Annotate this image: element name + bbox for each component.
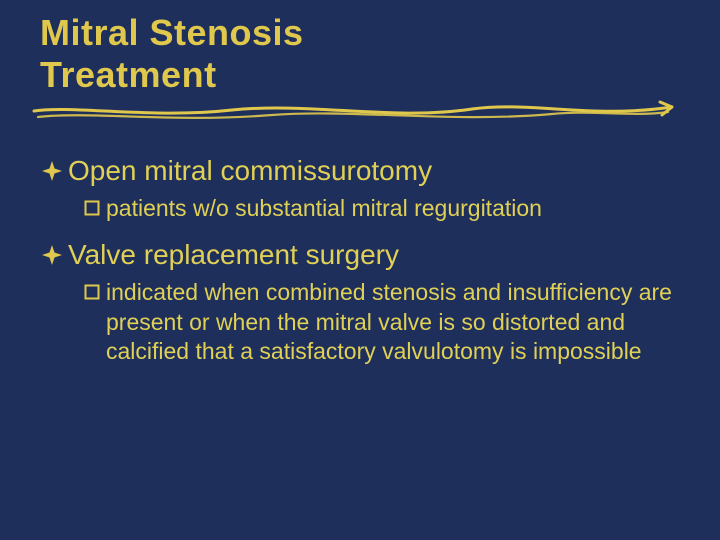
list-item: Valve replacement surgery — [42, 237, 692, 272]
list-item: Open mitral commissurotomy — [42, 153, 692, 188]
sub-list-item: indicated when combined stenosis and ins… — [84, 278, 692, 366]
title-underline — [40, 103, 680, 125]
title-line-2: Treatment — [40, 54, 217, 95]
title-line-1: Mitral Stenosis — [40, 12, 304, 53]
slide-content: Open mitral commissurotomy patients w/o … — [40, 153, 692, 367]
star-bullet-icon — [42, 161, 62, 186]
slide-title: Mitral Stenosis Treatment — [40, 12, 692, 97]
square-bullet-icon — [84, 284, 100, 305]
list-item-text: Open mitral commissurotomy — [68, 153, 432, 188]
sub-list-item: patients w/o substantial mitral regurgit… — [84, 194, 692, 223]
star-bullet-icon — [42, 245, 62, 270]
slide: Mitral Stenosis Treatment Open mitral co… — [0, 0, 720, 540]
sub-list-item-text: patients w/o substantial mitral regurgit… — [106, 194, 542, 223]
sub-list-item-text: indicated when combined stenosis and ins… — [106, 278, 672, 366]
list-item-text: Valve replacement surgery — [68, 237, 399, 272]
square-bullet-icon — [84, 200, 100, 221]
